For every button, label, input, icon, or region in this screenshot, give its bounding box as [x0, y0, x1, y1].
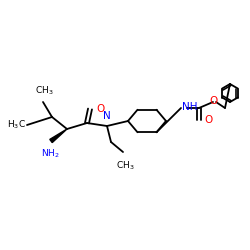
Text: O: O: [204, 115, 212, 125]
Text: O: O: [96, 104, 104, 114]
Text: CH$_3$: CH$_3$: [116, 159, 134, 172]
Text: H$_3$C: H$_3$C: [7, 119, 26, 131]
Text: O: O: [209, 96, 217, 106]
Polygon shape: [50, 129, 67, 142]
Text: N: N: [103, 111, 111, 121]
Text: CH$_3$: CH$_3$: [35, 84, 53, 97]
Text: NH: NH: [182, 102, 198, 112]
Text: NH$_2$: NH$_2$: [41, 148, 59, 160]
